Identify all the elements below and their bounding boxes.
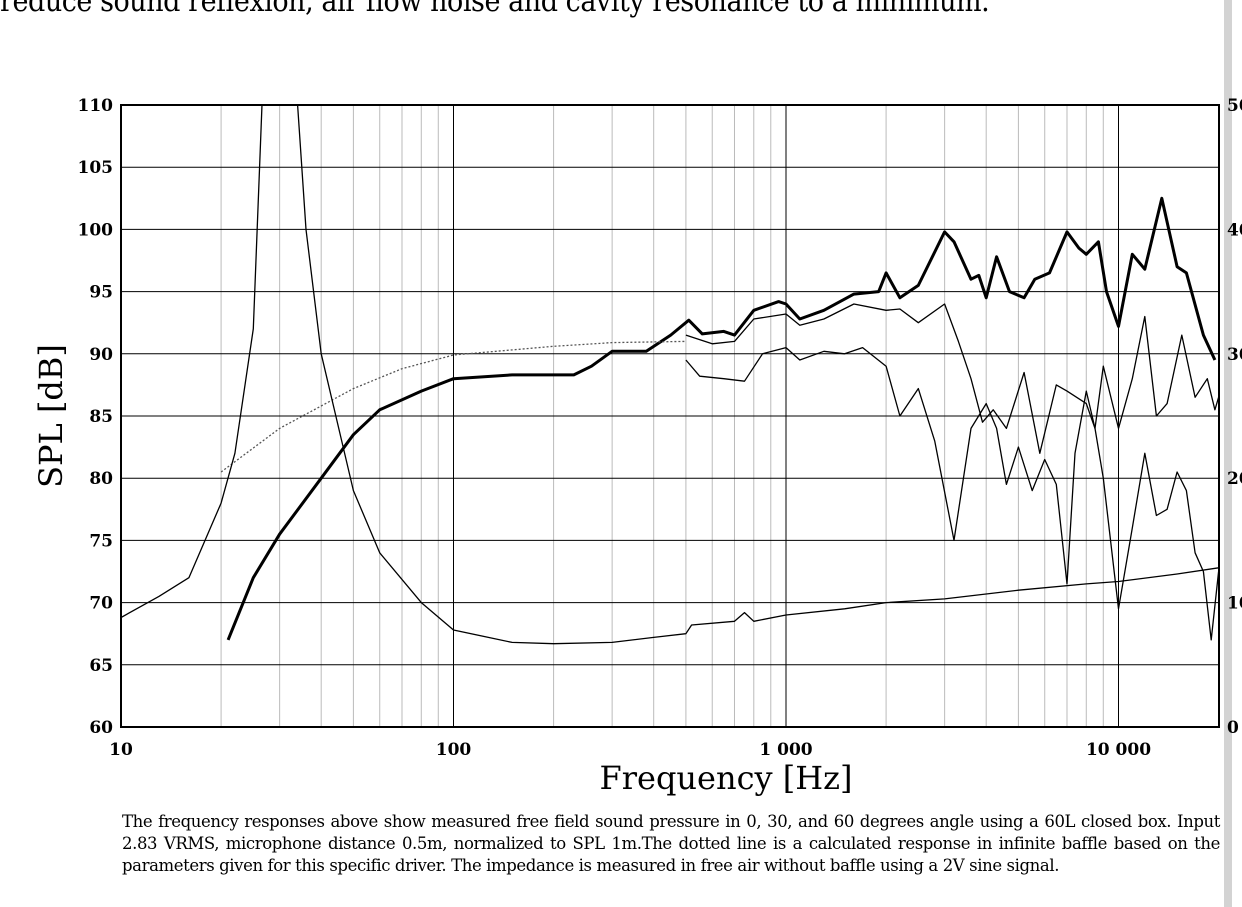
body-text-fragment: reduce sound reflexion, air flow noise a…: [0, 0, 990, 19]
y-tick-label: 65: [89, 656, 113, 676]
frequency-response-chart: 60 65 70 75 80 85 90 95 100 105 110 0 10 20 30 40 50 10 10…: [32, 96, 1242, 797]
figure-caption: The frequency responses above show measu…: [122, 812, 1220, 875]
series-30-deg: [685, 303, 1219, 454]
y-tick-label: 80: [89, 469, 113, 489]
y-axis-label: SPL [dB]: [32, 344, 70, 488]
y2-tick-label: 20: [1227, 469, 1242, 489]
y-tick-label: 70: [89, 594, 113, 614]
y2-tick-label: 0: [1227, 718, 1239, 738]
y-tick-label: 75: [89, 531, 113, 551]
y-tick-label: 95: [89, 283, 113, 303]
y2-tick-label: 40: [1227, 220, 1242, 240]
y-tick-label: 85: [89, 407, 113, 427]
y-tick-label: 110: [78, 96, 114, 116]
series-0-deg: [226, 196, 1217, 641]
x-axis-label: Frequency [Hz]: [600, 759, 853, 797]
y2-tick-label: 50: [1227, 96, 1242, 116]
y2-tick-label: 10: [1227, 594, 1242, 614]
series-impedance: [121, 105, 1219, 645]
y-tick-label: 90: [89, 345, 113, 365]
x-tick-label: 100: [436, 740, 472, 760]
y-tick-label: 100: [78, 220, 114, 240]
y-tick-label: 60: [89, 718, 113, 738]
x-tick-label: 1 000: [759, 740, 812, 760]
x-tick-label: 10 000: [1086, 740, 1151, 760]
scrollbar[interactable]: [1224, 0, 1232, 907]
series-60-deg: [685, 346, 1219, 641]
x-tick-label: 10: [109, 740, 133, 760]
y2-tick-label: 30: [1227, 345, 1242, 365]
plot-frame: [120, 104, 1220, 728]
y-tick-label: 105: [78, 158, 114, 178]
